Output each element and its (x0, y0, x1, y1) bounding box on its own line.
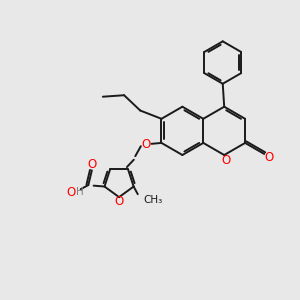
Text: O: O (142, 138, 151, 151)
Text: CH₃: CH₃ (143, 195, 162, 205)
Text: O: O (66, 186, 76, 199)
Text: O: O (115, 195, 124, 208)
Text: O: O (221, 154, 230, 167)
Text: H: H (76, 188, 83, 197)
Text: O: O (87, 158, 97, 171)
Text: O: O (265, 151, 274, 164)
